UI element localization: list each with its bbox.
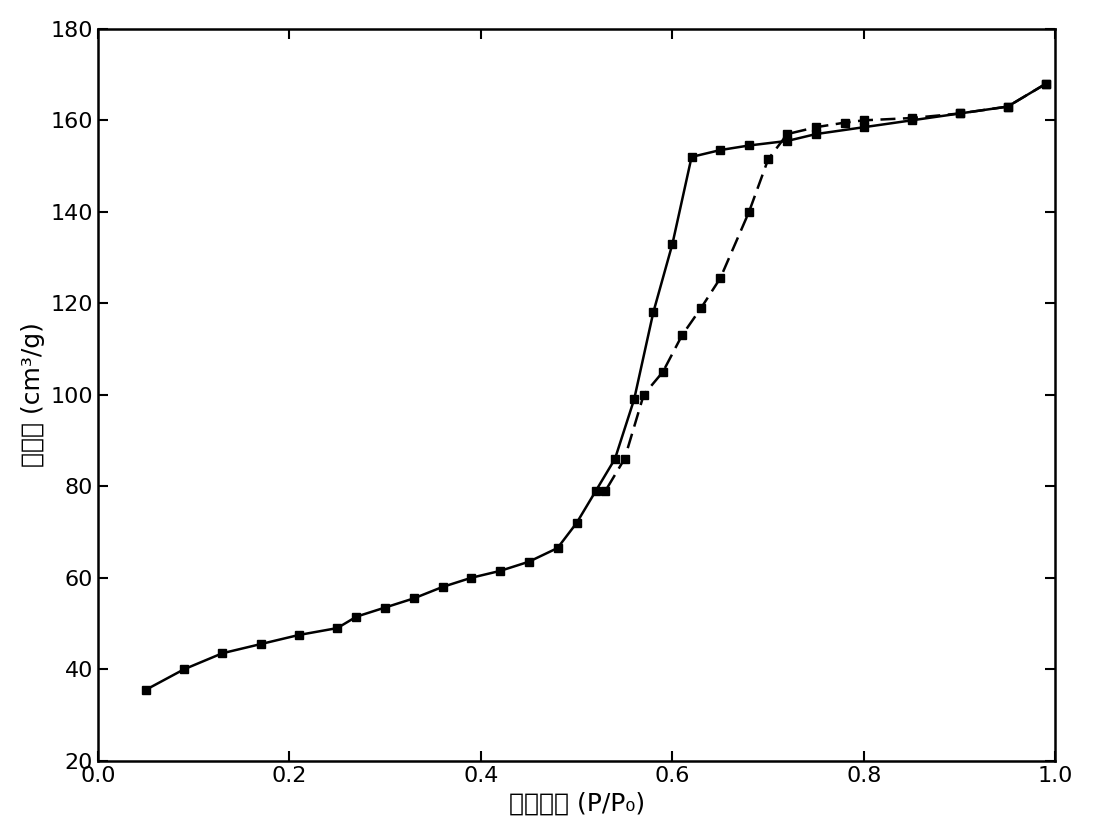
X-axis label: 相对压力 (P/P₀): 相对压力 (P/P₀) bbox=[509, 791, 644, 815]
Y-axis label: 吸附量 (cm³/g): 吸附量 (cm³/g) bbox=[21, 323, 45, 467]
